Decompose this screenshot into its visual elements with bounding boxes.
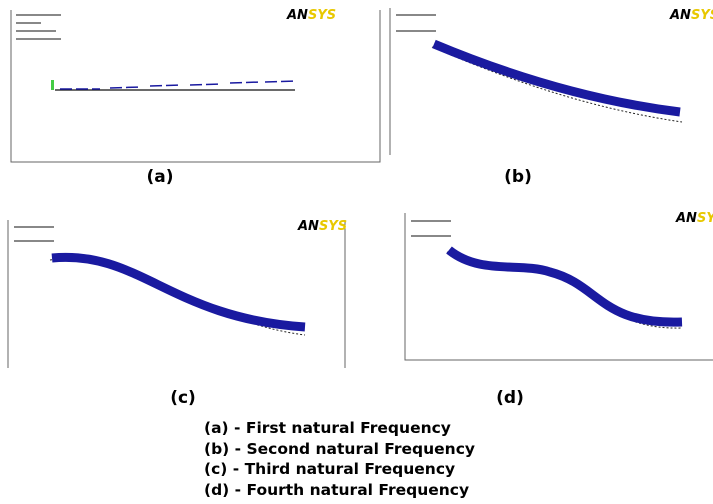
caption: (a) - First natural Frequency (b) - Seco… [204, 419, 475, 499]
beam-mode [449, 250, 682, 322]
logo: ANSYS [297, 219, 347, 234]
logo-an: AN [675, 211, 697, 226]
frame [11, 10, 380, 162]
panel-label: (d) [496, 388, 524, 408]
logo-an: AN [297, 219, 319, 234]
caption-line: (d) - Fourth natural Frequency [204, 481, 469, 499]
beam-mode [434, 44, 680, 112]
info-text [396, 30, 436, 32]
figure: ANSYS (a) ANSYS (b) ANSYS (c) ANSYS (d) … [0, 0, 713, 504]
caption-line: (b) - Second natural Frequency [204, 440, 475, 458]
frame [405, 213, 713, 360]
info-text [16, 38, 61, 40]
caption-line: (a) - First natural Frequency [204, 419, 451, 437]
logo-an: AN [669, 8, 691, 23]
logo: ANSYS [669, 8, 713, 23]
panel-c: ANSYS (c) [8, 219, 347, 408]
info-text [14, 226, 54, 228]
panel-label: (a) [146, 167, 173, 187]
info-text [16, 14, 61, 16]
logo-sys: SYS [319, 219, 347, 234]
caption-line: (c) - Third natural Frequency [204, 460, 455, 478]
info-text [16, 30, 56, 32]
logo-sys: SYS [691, 8, 713, 23]
logo: ANSYS [675, 211, 713, 226]
info-text [411, 235, 451, 237]
panel-d: ANSYS (d) [405, 211, 713, 408]
info-text [396, 14, 436, 16]
support [51, 80, 54, 90]
logo-sys: SYS [308, 8, 336, 23]
panel-label: (c) [170, 388, 196, 408]
panel-label: (b) [504, 167, 532, 187]
panel-b: ANSYS (b) [390, 8, 713, 187]
logo: ANSYS [286, 8, 336, 23]
panel-a: ANSYS (a) [11, 8, 380, 187]
info-text [14, 240, 54, 242]
beam-mode [60, 81, 295, 89]
beam-mode [52, 257, 305, 327]
info-text [411, 220, 451, 222]
info-text [16, 22, 41, 24]
logo-an: AN [286, 8, 308, 23]
logo-sys: SYS [697, 211, 713, 226]
